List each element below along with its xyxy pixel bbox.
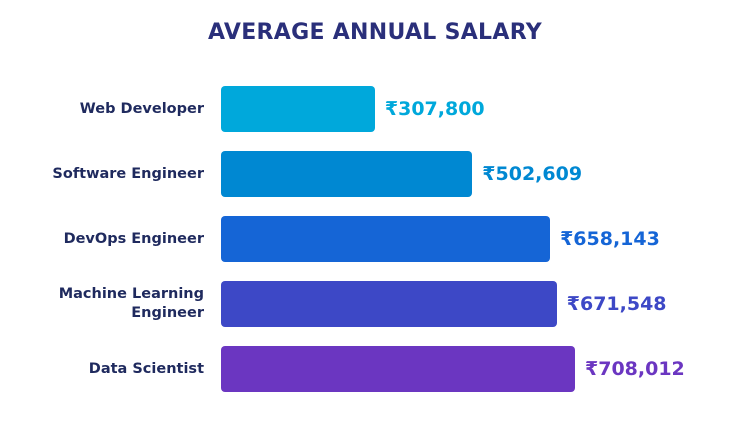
- category-label: DevOps Engineer: [63, 230, 204, 247]
- category-label: Web Developer: [79, 100, 204, 117]
- bar: [221, 281, 557, 327]
- value-label: ₹502,609: [482, 163, 583, 185]
- category-label: Machine Learning Engineer: [58, 286, 204, 321]
- value-label: ₹658,143: [560, 228, 660, 250]
- chart-title: AVERAGE ANNUAL SALARY: [208, 20, 542, 45]
- bar: [221, 346, 575, 392]
- bar: [221, 216, 551, 262]
- value-label: ₹307,800: [384, 98, 485, 120]
- category-label: Software Engineer: [52, 165, 204, 182]
- value-label: ₹671,548: [566, 293, 667, 315]
- category-label: Data Scientist: [88, 360, 204, 377]
- value-label: ₹708,012: [585, 358, 685, 380]
- bar: [221, 151, 473, 197]
- bar: [221, 86, 375, 132]
